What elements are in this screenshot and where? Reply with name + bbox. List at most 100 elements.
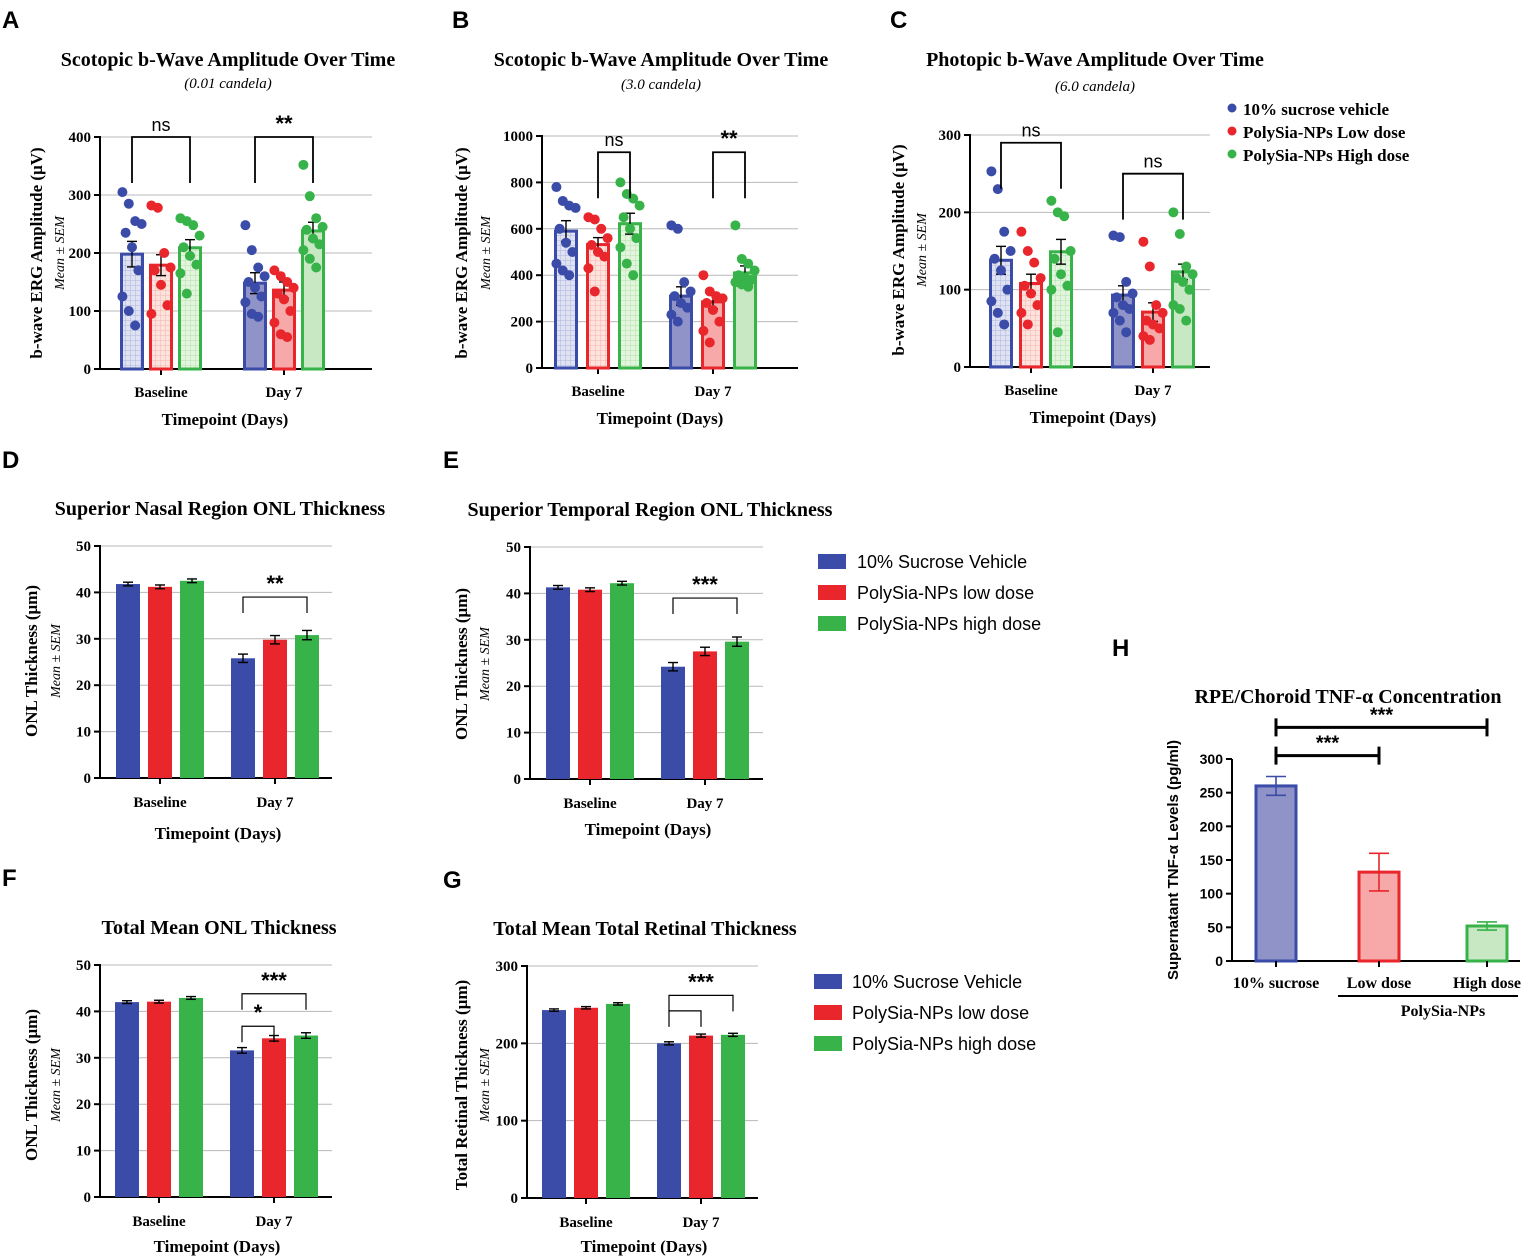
chart-d-significance-label: **	[266, 571, 284, 596]
chart-a-point-red	[152, 202, 163, 213]
chart-e-bar-blue	[661, 666, 685, 779]
chart-a-title: Scotopic b-Wave Amplitude Over Time	[61, 49, 396, 71]
legend-fg-item-1: PolySia-NPs low dose	[852, 1003, 1029, 1023]
chart-b-point-blue	[685, 286, 696, 297]
chart-e-bar-blue	[546, 587, 570, 779]
chart-b-point-red	[717, 293, 728, 304]
legend-abc-item-1: PolySia-NPs Low dose	[1243, 123, 1406, 142]
chart-h-category-label: Low dose	[1347, 975, 1411, 992]
chart-b-point-red	[599, 251, 610, 262]
chart-b-significance-bracket	[597, 151, 631, 199]
chart-b-point-red	[596, 223, 607, 234]
chart-a-point-red	[282, 332, 293, 343]
chart-c-significance-label: ns	[1143, 152, 1162, 172]
panel-letter-a: A	[2, 7, 19, 34]
chart-b-point-blue	[570, 202, 581, 213]
chart-c-point-green	[1174, 228, 1185, 239]
chart-h-y-tick-label: 300	[1200, 751, 1224, 767]
chart-a-point-blue	[256, 291, 267, 302]
chart-c-point-red	[1016, 226, 1027, 237]
chart-c-point-red	[1026, 288, 1036, 299]
chart-c-point-blue	[989, 253, 1000, 264]
chart-g-y-tick-label: 300	[496, 959, 519, 975]
chart-a-point-blue	[136, 219, 147, 229]
chart-g-significance-bracket	[668, 1010, 702, 1027]
chart-d-title: Superior Nasal Region ONL Thickness	[55, 498, 386, 520]
chart-b-point-green	[634, 200, 645, 211]
chart-a-point-green	[304, 253, 315, 264]
chart-a-point-blue	[123, 306, 134, 316]
chart-b-point-red	[714, 316, 725, 327]
chart-g-y-label-sub: Mean ± SEM	[478, 1047, 493, 1123]
chart-a-point-red	[288, 282, 299, 293]
chart-b-point-blue	[679, 277, 690, 288]
legend-abc: 10% sucrose vehicle PolySia-NPs Low dose…	[1227, 100, 1410, 165]
chart-g-bar-red	[689, 1035, 713, 1198]
legend-fg-swatch-red	[814, 1005, 842, 1020]
chart-e-x-label: Timepoint (Days)	[585, 820, 712, 839]
chart-a-point-blue	[123, 198, 134, 209]
chart-a-point-green	[308, 233, 318, 244]
chart-g-category-label: Day 7	[682, 1215, 720, 1231]
chart-g-bar-blue	[542, 1010, 566, 1198]
chart-e-y-tick-label: 50	[506, 540, 521, 556]
chart-b-point-red	[589, 286, 600, 297]
chart-b-point-green	[628, 270, 639, 281]
chart-b-point-blue	[561, 237, 571, 248]
chart-e-significance-bracket	[672, 597, 738, 615]
chart-d-y-label: ONL Thickness (μm)	[22, 585, 41, 737]
chart-b-y-label-sub: Mean ± SEM	[479, 215, 494, 291]
legend-abc-marker-red	[1227, 126, 1237, 136]
chart-g-significance-label: ***	[688, 969, 714, 994]
chart-b-y-tick-label: 800	[511, 175, 534, 191]
chart-h-group-label: PolySia-NPs	[1401, 1003, 1485, 1020]
chart-c-point-blue	[1121, 276, 1132, 287]
chart-a-point-blue	[243, 277, 254, 287]
chart-b-subtitle: (3.0 candela)	[621, 77, 701, 93]
chart-c-significance-bracket	[1122, 172, 1184, 220]
chart-d-y-tick-label: 50	[76, 539, 91, 555]
chart-a-point-green	[191, 259, 202, 270]
chart-c-category-label: Baseline	[1004, 383, 1058, 399]
chart-f: Total Mean ONL Thickness 0 10 20 30 40 50 ONL T…	[22, 917, 337, 1256]
chart-c-point-green	[1187, 269, 1198, 280]
chart-e-bar-red	[578, 589, 602, 779]
chart-a-point-green	[188, 220, 199, 231]
chart-a-y-tick-label: 200	[69, 246, 92, 262]
chart-a-y-label: b-wave ERG Amplitude (μV)	[27, 147, 46, 358]
chart-a-point-green	[314, 239, 325, 250]
chart-c-point-red	[1029, 257, 1040, 268]
chart-a-point-green	[311, 262, 322, 273]
chart-h: RPE/Choroid TNF-α Concentration 0 50 100 150…	[1165, 686, 1521, 1020]
chart-g-bar-green	[606, 1003, 630, 1198]
legend-fg-swatch-green	[814, 1036, 842, 1051]
chart-b-point-green	[743, 281, 754, 292]
chart-a-point-red	[156, 279, 166, 290]
chart-a-point-green	[298, 245, 309, 256]
chart-a-point-blue	[246, 245, 257, 256]
chart-c-category-label: Day 7	[1134, 383, 1172, 399]
chart-c-point-blue	[1108, 307, 1119, 318]
chart-c-point-blue	[1114, 315, 1125, 326]
chart-e-bar-red	[693, 651, 717, 779]
chart-e-category-label: Baseline	[563, 796, 617, 812]
chart-b-point-green	[621, 258, 632, 269]
chart-d-category-label: Baseline	[133, 795, 187, 811]
chart-c-point-red	[1144, 261, 1155, 272]
chart-b-point-blue	[567, 247, 578, 257]
chart-h-y-tick-label: 200	[1200, 818, 1224, 834]
chart-a-point-red	[279, 294, 289, 305]
chart-a-category-label: Day 7	[265, 385, 303, 401]
panel-letter-c: C	[890, 7, 907, 34]
chart-h-y-tick-label: 0	[1215, 953, 1223, 969]
chart-f-significance-label: ***	[261, 968, 287, 993]
chart-a-point-green	[185, 250, 195, 261]
chart-b-point-red	[704, 337, 715, 348]
chart-b-y-tick-label: 200	[511, 315, 534, 331]
chart-f-significance-bracket	[241, 1025, 275, 1043]
chart-a-point-red	[272, 288, 283, 299]
chart-a-subtitle: (0.01 candela)	[184, 76, 271, 92]
legend-fg: 10% Sucrose Vehicle PolySia-NPs low dose…	[814, 972, 1036, 1054]
chart-d-y-tick-label: 40	[76, 585, 91, 601]
chart-f-x-label: Timepoint (Days)	[154, 1237, 281, 1256]
